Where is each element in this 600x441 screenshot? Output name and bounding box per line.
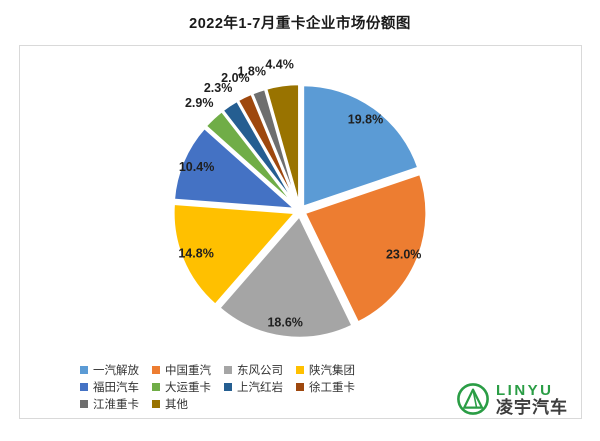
linyu-logo: LINYU 凌宇汽车 xyxy=(456,382,568,416)
pie-slice-东风公司 xyxy=(217,214,354,340)
pie-label-徐工重卡: 2.0% xyxy=(221,71,250,85)
legend-swatch-icon xyxy=(80,365,88,374)
pie-label-一汽解放: 19.8% xyxy=(348,113,383,127)
legend-label: 中国重汽 xyxy=(165,364,211,377)
logo-text: LINYU 凌宇汽车 xyxy=(496,383,568,416)
pie-label-东风公司: 18.6% xyxy=(267,315,302,329)
pie-label-其他: 4.4% xyxy=(265,58,294,72)
pie-label-江淮重卡: 1.8% xyxy=(237,64,266,78)
pie-label-大运重卡: 2.9% xyxy=(185,96,214,110)
logo-brand-en: LINYU xyxy=(496,381,554,399)
legend: 一汽解放 中国重汽 东风公司 陕汽集团福田汽车 大运重卡 上汽红岩 徐工重卡江淮重卡 其他 xyxy=(80,362,400,411)
legend-item-徐工重卡: 徐工重卡 xyxy=(296,379,355,394)
pie-slice-一汽解放 xyxy=(301,83,420,209)
legend-label: 大运重卡 xyxy=(165,381,211,394)
legend-label: 陕汽集团 xyxy=(309,364,355,377)
legend-swatch-icon xyxy=(152,365,160,374)
pie-slice-中国重汽 xyxy=(303,172,428,324)
pie-label-福田汽车: 10.4% xyxy=(179,160,214,174)
legend-swatch-icon xyxy=(296,365,304,374)
legend-label: 东风公司 xyxy=(237,364,283,377)
chart-title: 2022年1-7月重卡企业市场份额图 xyxy=(189,16,411,32)
logo-brand-cn: 凌宇汽车 xyxy=(496,397,568,417)
pie-chart: 19.8% 23.0% 18.6% 14.8% 10.4% 2.9%2.3%2.0%1.8… xyxy=(172,58,428,340)
pie-slice-其他 xyxy=(264,82,301,208)
legend-item-福田汽车: 福田汽车 xyxy=(80,379,139,394)
legend-label: 徐工重卡 xyxy=(309,381,355,394)
legend-item-江淮重卡: 江淮重卡 xyxy=(80,396,139,411)
legend-label: 江淮重卡 xyxy=(93,398,139,411)
pie-label-上汽红岩: 2.3% xyxy=(204,81,233,95)
legend-item-中国重汽: 中国重汽 xyxy=(152,362,211,377)
legend-swatch-icon xyxy=(224,365,232,374)
linyu-logo-icon xyxy=(457,383,489,415)
legend-item-大运重卡: 大运重卡 xyxy=(152,379,211,394)
pie-label-中国重汽: 23.0% xyxy=(386,247,421,261)
pie-label-陕汽集团: 14.8% xyxy=(178,247,213,261)
pie-slice-陕汽集团 xyxy=(172,202,297,307)
pie-slice-福田汽车 xyxy=(172,126,297,211)
legend-label: 一汽解放 xyxy=(93,364,139,377)
legend-label: 福田汽车 xyxy=(93,381,139,394)
legend-label: 其他 xyxy=(165,398,188,411)
legend-item-上汽红岩: 上汽红岩 xyxy=(224,379,283,394)
legend-swatch-icon xyxy=(80,382,88,391)
legend-item-陕汽集团: 陕汽集团 xyxy=(296,362,355,377)
legend-label: 上汽红岩 xyxy=(237,381,283,394)
legend-item-东风公司: 东风公司 xyxy=(224,362,283,377)
plot-area: 19.8% 23.0% 18.6% 14.8% 10.4% 2.9% 2.3% 2.0% 1.8… xyxy=(19,45,582,419)
legend-item-其他: 其他 xyxy=(152,396,188,411)
legend-swatch-icon xyxy=(224,382,232,391)
legend-swatch-icon xyxy=(80,399,88,408)
legend-swatch-icon xyxy=(152,382,160,391)
legend-swatch-icon xyxy=(296,382,304,391)
legend-swatch-icon xyxy=(152,399,160,408)
legend-item-一汽解放: 一汽解放 xyxy=(80,362,139,377)
